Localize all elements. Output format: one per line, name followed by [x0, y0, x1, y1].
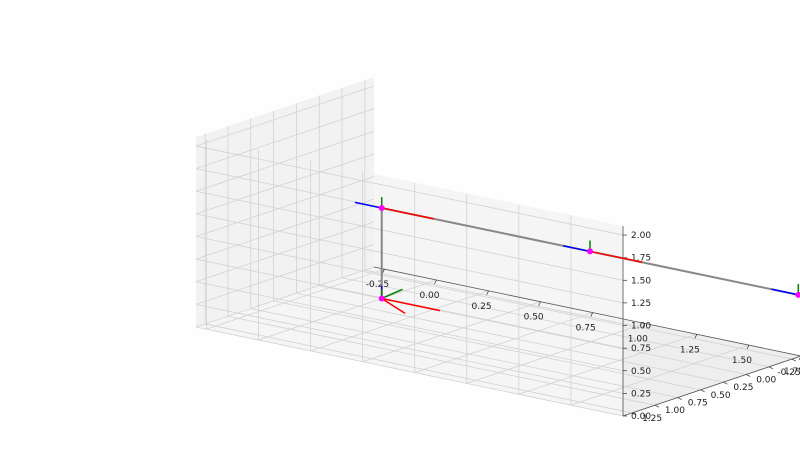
frame-x-axis: [381, 297, 406, 314]
z-tick-label: 1.50: [631, 276, 651, 286]
frame-z-axis: [354, 201, 382, 209]
y-tick-mark: [768, 366, 774, 370]
y-tick-label: 0.25: [733, 383, 753, 393]
grid-line-z-side: [195, 221, 375, 283]
frame-x-axis: [381, 297, 441, 312]
y-tick-label: 1.00: [665, 406, 685, 416]
grid-line-z-side: [195, 85, 375, 147]
grid-line-z-side: [195, 108, 375, 170]
y-tick-label: 0.75: [688, 399, 708, 409]
x-tick-mark: [382, 269, 385, 274]
grid-line-z-back: [195, 145, 624, 236]
grid-line-z-back: [195, 190, 624, 281]
grid-line-z-back: [195, 213, 624, 304]
y-tick-mark: [654, 404, 660, 408]
grid-line-z-back: [195, 281, 624, 372]
grid-line-z-side: [195, 153, 375, 215]
grid-line-x-floor: [414, 312, 593, 373]
y-tick-mark: [791, 358, 797, 362]
x-tick-mark: [434, 279, 437, 285]
x-tick-mark: [590, 312, 594, 317]
z-tick-label: 2.00: [631, 231, 651, 241]
y-tick-label: -0.25: [777, 368, 800, 378]
grid-line-z-side: [195, 266, 375, 328]
joint-marker: [378, 295, 385, 302]
joint-marker: [378, 205, 385, 212]
y-tick-mark: [746, 374, 751, 377]
x-tick-label: -0.25: [366, 280, 389, 290]
grid-lines: [195, 80, 800, 417]
frame-y-axis: [381, 288, 403, 300]
y-tick-mark: [631, 412, 637, 416]
x-tick-mark: [486, 290, 489, 296]
grid-line-x-floor: [570, 344, 750, 406]
grid-line-z-side: [195, 244, 375, 305]
grid-line-x-floor: [206, 268, 385, 330]
robot-joints: [378, 205, 800, 302]
y-tick-label: 1.25: [642, 414, 662, 424]
grid-line-x-floor: [518, 333, 697, 395]
x-tick-label: 1.25: [680, 345, 700, 355]
x-tick-label: 1.00: [628, 334, 648, 344]
x-tick-mark: [642, 323, 646, 328]
x-axis-line: [373, 266, 800, 357]
grid-line-z-back: [195, 326, 624, 417]
frame-x-axis: [381, 207, 434, 220]
x-tick-mark: [538, 301, 541, 306]
grid-line-z-side: [195, 198, 375, 260]
x-tick-mark: [798, 357, 800, 361]
grid-line-y-floor: [205, 323, 633, 414]
grid-line-y-floor: [273, 300, 701, 391]
y-tick-label: 0.50: [711, 391, 731, 401]
grid-line-x-floor: [466, 323, 645, 384]
grid-line-z-back: [195, 303, 624, 394]
z-axis-ticks: 0.000.250.500.751.001.251.501.752.00: [623, 231, 651, 422]
joint-marker: [587, 248, 594, 255]
z-tick-label: 1.25: [631, 299, 651, 309]
grid-line-z-side: [195, 130, 375, 192]
y-tick-mark: [700, 389, 705, 393]
z-tick-label: 1.00: [631, 322, 651, 332]
grid-line-y-floor: [364, 269, 792, 360]
z-tick-label: 0.00: [631, 412, 651, 422]
grid-line-x-floor: [258, 279, 437, 341]
z-tick-label: 1.75: [631, 254, 651, 264]
grid-line-z-side: [195, 176, 375, 237]
frame-z-axis: [563, 245, 591, 253]
x-tick-label: 0.75: [576, 324, 596, 334]
grid-line-x-floor: [362, 301, 541, 363]
z-tick-label: 0.75: [631, 344, 651, 354]
coordinate-frames: [354, 197, 800, 314]
axis-panes: [196, 77, 800, 416]
grid-line-y-floor: [341, 277, 770, 368]
y-tick-mark: [723, 381, 728, 385]
x-tick-mark: [694, 334, 698, 339]
grid-line-y-floor: [250, 308, 678, 398]
y-axis-line: [622, 355, 800, 417]
joint-marker: [795, 291, 800, 298]
x-axis-ticks: -0.250.000.250.500.751.001.251.501.75: [366, 269, 800, 377]
grid-line-y-floor: [296, 292, 724, 383]
y-axis-ticks: -0.50-0.250.000.250.500.751.001.25: [631, 358, 800, 424]
y-tick-mark: [677, 397, 682, 400]
frame-z-axis: [771, 288, 799, 296]
x-tick-label: 0.25: [472, 302, 492, 312]
z-tick-label: 0.50: [631, 367, 651, 377]
grid-line-y-floor: [227, 315, 656, 406]
frame-x-axis: [589, 250, 643, 264]
z-tick-label: 0.25: [631, 389, 651, 399]
y-tick-label: 0.00: [756, 375, 776, 385]
x-tick-label: 0.50: [524, 313, 544, 323]
x-tick-label: 1.75: [784, 367, 800, 377]
x-tick-label: 0.00: [419, 291, 439, 301]
x-tick-mark: [746, 344, 750, 350]
grid-line-x-floor: [310, 290, 489, 352]
x-tick-label: 1.50: [732, 356, 752, 366]
grid-line-z-back: [195, 236, 624, 326]
